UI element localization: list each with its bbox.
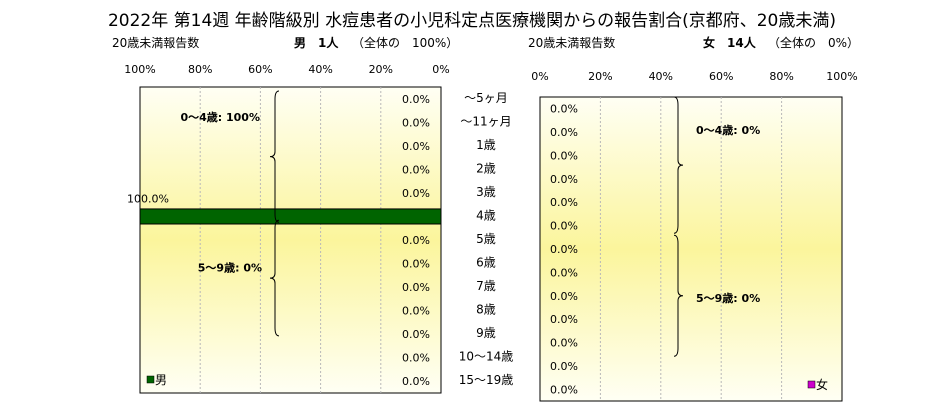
female-data-label: 0.0% — [550, 196, 578, 209]
male-x-tick-label: 80% — [188, 63, 212, 76]
male-data-label: 0.0% — [402, 281, 430, 294]
female-data-label: 0.0% — [550, 313, 578, 326]
age-category-label: 4歳 — [476, 209, 496, 223]
female-count: 女 14人 — [703, 36, 756, 50]
male-data-label: 0.0% — [402, 375, 430, 388]
female-data-label: 0.0% — [550, 266, 578, 279]
male-x-tick-label: 20% — [369, 63, 393, 76]
female-x-tick-label: 0% — [531, 70, 548, 83]
female-count-label: 20歳未満報告数 — [528, 36, 616, 50]
male-plot-area — [139, 86, 442, 394]
female-data-label: 0.0% — [550, 383, 578, 396]
age-category-label: 5歳 — [476, 232, 496, 246]
male-data-label: 0.0% — [402, 352, 430, 365]
female-bracket-0-4 — [673, 96, 684, 234]
male-x-tick-label: 0% — [432, 63, 449, 76]
female-plot-area — [539, 96, 843, 402]
female-data-label: 0.0% — [550, 243, 578, 256]
age-labels: ～5ヶ月 ～11ヶ月 1歳 2歳 3歳 4歳 5歳 6歳 7歳 8歳 9歳 10～14歳 15～19歳 — [459, 91, 514, 387]
chart-title: 2022年 第14週 年齢階級別 水痘患者の小児科定点医療機関からの報告割合(京… — [107, 11, 836, 31]
age-category-label: 10～14歳 — [459, 350, 514, 364]
male-annotation-5-9: 5～9歳: 0% — [198, 261, 262, 275]
age-category-label: ～5ヶ月 — [464, 91, 508, 105]
female-share: （全体の 0%） — [768, 36, 860, 50]
male-count: 男 1人 — [294, 36, 339, 50]
female-annotation-0-4: 0～4歳: 0% — [696, 123, 760, 137]
male-x-tick-label: 40% — [308, 63, 332, 76]
male-data-label: 0.0% — [402, 140, 430, 153]
female-data-label: 0.0% — [550, 149, 578, 162]
male-legend-label: 男 — [155, 373, 167, 387]
female-data-label: 0.0% — [550, 173, 578, 186]
male-count-label: 20歳未満報告数 — [112, 36, 200, 50]
male-data-label: 100.0% — [127, 193, 169, 206]
age-category-label: 9歳 — [476, 326, 496, 340]
male-bracket-5-9 — [269, 219, 280, 337]
female-x-tick-label: 60% — [709, 70, 733, 83]
male-legend-swatch — [146, 375, 155, 384]
male-panel: 100% 80% 60% 40% 20% 0% 0.0% 0.0% 0.0% 0.0% 0.0% 10… — [124, 63, 450, 394]
male-data-label: 0.0% — [402, 258, 430, 271]
female-x-tick-label: 100% — [826, 70, 857, 83]
female-data-label: 0.0% — [550, 290, 578, 303]
age-category-label: 15～19歳 — [459, 373, 514, 387]
female-data-label: 0.0% — [550, 220, 578, 233]
male-bracket-0-4 — [269, 90, 280, 223]
female-data-label: 0.0% — [550, 103, 578, 116]
age-category-label: 1歳 — [476, 138, 496, 152]
male-data-label: 0.0% — [402, 328, 430, 341]
male-x-tick-label: 60% — [248, 63, 272, 76]
female-x-tick-label: 20% — [588, 70, 612, 83]
female-legend-label: 女 — [816, 377, 828, 392]
age-category-label: 8歳 — [476, 303, 496, 317]
male-data-label: 0.0% — [402, 187, 430, 200]
male-data-label: 0.0% — [402, 116, 430, 129]
female-annotation-5-9: 5～9歳: 0% — [696, 291, 760, 305]
male-data-label: 0.0% — [402, 163, 430, 176]
female-bracket-5-9 — [673, 234, 684, 357]
age-category-label: 6歳 — [476, 256, 496, 270]
female-data-label: 0.0% — [550, 337, 578, 350]
age-category-label: 3歳 — [476, 185, 496, 199]
male-data-label: 0.0% — [402, 305, 430, 318]
female-legend-swatch — [807, 380, 816, 389]
male-share: （全体の 100%） — [352, 36, 459, 50]
age-category-label: 2歳 — [476, 162, 496, 176]
male-bar — [139, 208, 442, 225]
male-x-tick-label: 100% — [124, 63, 155, 76]
male-data-label: 0.0% — [402, 234, 430, 247]
age-category-label: 7歳 — [476, 279, 496, 293]
female-x-tick-label: 80% — [769, 70, 793, 83]
male-annotation-0-4: 0～4歳: 100% — [180, 110, 260, 124]
female-data-label: 0.0% — [550, 126, 578, 139]
age-category-label: ～11ヶ月 — [460, 115, 511, 129]
female-panel: 0% 20% 40% 60% 80% 100% 0.0% 0.0% 0.0% 0.0% 0.0% 0.… — [531, 70, 858, 402]
female-data-label: 0.0% — [550, 360, 578, 373]
female-x-tick-label: 40% — [649, 70, 673, 83]
male-data-label: 0.0% — [402, 93, 430, 106]
